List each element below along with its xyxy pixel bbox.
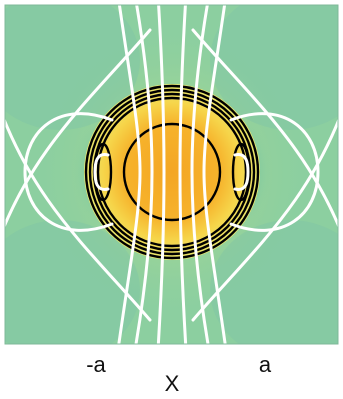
black-contours	[84, 84, 260, 260]
white-field-lines	[5, 5, 338, 344]
field-line	[178, 5, 188, 344]
black-contour	[122, 122, 222, 222]
field-loop-right-inner	[233, 153, 250, 191]
corner-tint	[210, 220, 338, 344]
corner-tint	[5, 220, 140, 344]
field-loop-left	[23, 112, 114, 232]
corner-tint	[5, 5, 140, 130]
x-axis-label: X	[165, 371, 180, 394]
black-contour	[88, 88, 256, 256]
tick-label-a: a	[259, 352, 272, 377]
field-line	[5, 28, 152, 229]
black-contour	[84, 84, 260, 260]
field-line	[191, 117, 338, 322]
tick-label-minus-a: -a	[86, 352, 106, 377]
field-loop-right	[229, 112, 320, 232]
field-line	[190, 5, 210, 344]
field-line	[5, 117, 152, 322]
field-line	[191, 28, 338, 229]
central-hot-region	[84, 84, 260, 260]
field-line	[117, 5, 142, 344]
corner-tint	[210, 5, 338, 130]
field-line	[134, 5, 154, 344]
field-loop-left-inner	[93, 153, 110, 191]
field-line	[156, 5, 166, 344]
plot-frame	[4, 4, 339, 345]
black-contour	[96, 96, 248, 248]
field-line	[202, 5, 227, 344]
